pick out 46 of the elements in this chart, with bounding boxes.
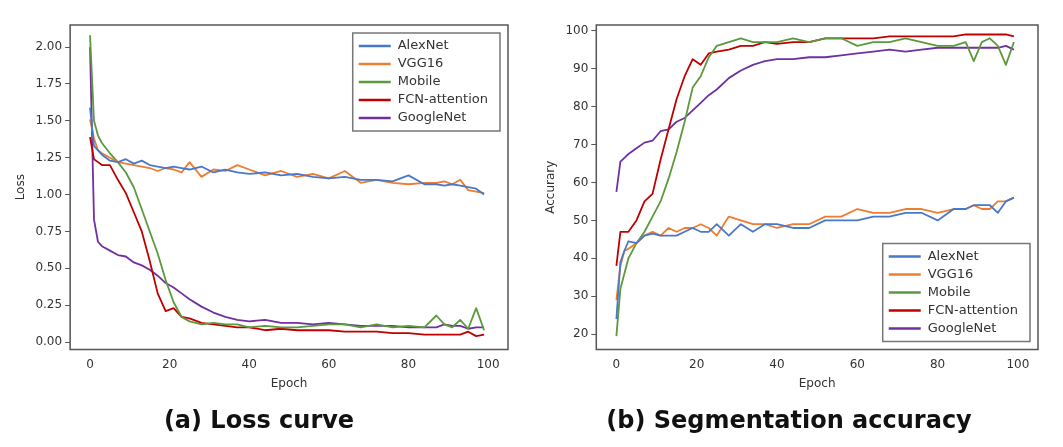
legend-label: AlexNet <box>927 247 979 263</box>
y-tick-label: 1.00 <box>35 186 63 201</box>
legend-label: VGG16 <box>397 55 444 71</box>
legend-label: FCN-attention <box>397 91 489 107</box>
legend-label: FCN-attention <box>927 301 1019 317</box>
x-axis-title: Epoch <box>270 376 308 391</box>
legend-label: GoogleNet <box>397 109 467 125</box>
y-tick-label: 40 <box>573 250 589 265</box>
y-tick-label: 0.25 <box>35 297 63 312</box>
y-tick-label: 0.00 <box>35 334 63 349</box>
x-tick-label: 20 <box>689 356 705 371</box>
x-tick-label: 60 <box>321 356 337 371</box>
y-tick-label: 20 <box>573 326 589 341</box>
legend-label: VGG16 <box>927 265 974 281</box>
y-tick-label: 60 <box>573 174 589 189</box>
legend-label: Mobile <box>927 283 971 299</box>
y-tick-label: 80 <box>573 98 589 113</box>
y-tick-label: 30 <box>573 288 589 303</box>
x-tick-label: 0 <box>612 356 621 371</box>
legend-label: Mobile <box>397 73 441 89</box>
y-tick-label: 0.50 <box>35 260 63 275</box>
y-tick-label: 1.75 <box>35 76 63 91</box>
y-tick-label: 50 <box>573 212 589 227</box>
x-tick-label: 100 <box>476 356 500 371</box>
x-tick-label: 20 <box>162 356 178 371</box>
y-tick-label: 1.50 <box>35 112 63 127</box>
text: (a) Loss curve <box>163 405 355 434</box>
x-tick-label: 80 <box>929 356 946 371</box>
y-tick-label: 100 <box>565 22 589 37</box>
y-tick-label: 90 <box>573 60 589 75</box>
y-axis-title: Accurary <box>543 160 558 214</box>
legend-label: AlexNet <box>397 37 449 53</box>
x-tick-label: 60 <box>849 356 865 371</box>
x-tick-label: 80 <box>400 356 417 371</box>
x-tick-label: 0 <box>86 356 94 371</box>
x-tick-label: 100 <box>1006 356 1030 371</box>
x-tick-label: 40 <box>241 356 257 371</box>
x-tick-label: 40 <box>769 356 785 371</box>
text: (b) Segmentation accuracy <box>606 405 973 434</box>
y-tick-label: 0.75 <box>35 223 63 238</box>
x-axis-title: Epoch <box>798 376 836 391</box>
y-axis-title: Loss <box>13 174 28 201</box>
y-tick-label: 70 <box>573 136 589 151</box>
y-tick-label: 1.25 <box>35 149 63 164</box>
y-tick-label: 2.00 <box>35 39 63 54</box>
legend-label: GoogleNet <box>927 319 997 335</box>
